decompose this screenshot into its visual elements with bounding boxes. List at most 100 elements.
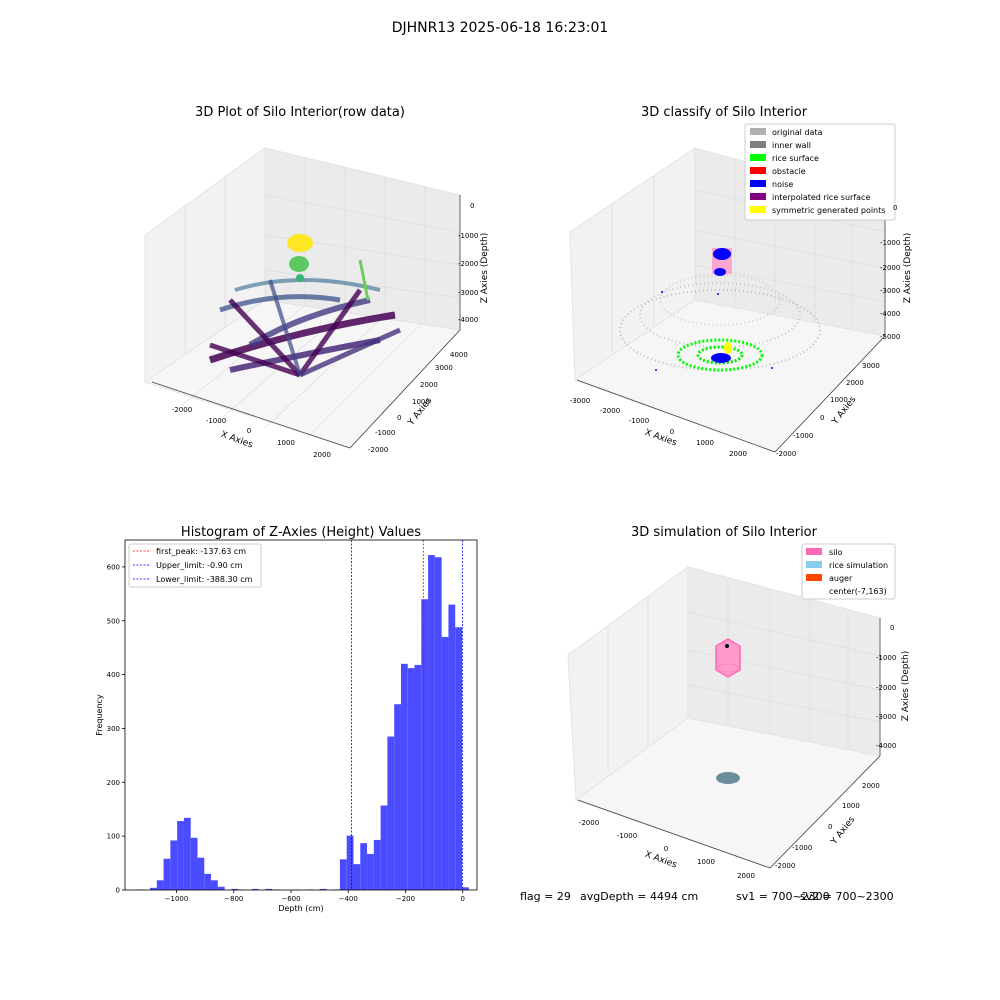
svg-text:-4000: -4000 — [458, 316, 478, 324]
svg-text:3000: 3000 — [435, 364, 453, 372]
svg-text:symmetric generated points: symmetric generated points — [772, 206, 885, 215]
histogram-bar — [339, 859, 347, 890]
legend-swatch — [750, 180, 766, 187]
x-tick-label: −600 — [281, 895, 300, 903]
z-axis-label: Z Axies (Depth) — [480, 233, 490, 304]
histogram-bar — [190, 837, 198, 890]
legend-item: first_peak: -137.63 cm — [133, 547, 246, 556]
y-tick-label: 400 — [107, 671, 120, 679]
legend-item: original data — [750, 128, 823, 137]
histogram-bar — [434, 557, 442, 890]
plot-frame — [124, 539, 478, 891]
svg-text:-4000: -4000 — [880, 310, 900, 318]
histogram-bar — [150, 887, 157, 890]
legend-swatch — [750, 128, 766, 135]
svg-text:0: 0 — [890, 624, 894, 632]
legend-item: Lower_limit: -388.30 cm — [133, 575, 253, 584]
histogram-bar — [217, 886, 225, 890]
y-tick-label: 600 — [107, 563, 120, 571]
svg-text:3000: 3000 — [862, 362, 880, 370]
x-tick-label: −400 — [339, 895, 358, 903]
axes-box — [567, 566, 882, 869]
svg-text:-2000: -2000 — [775, 862, 795, 870]
svg-text:-3000: -3000 — [570, 397, 590, 405]
panel-title: 3D classify of Silo Interior — [641, 105, 808, 120]
legend-swatch — [750, 167, 766, 174]
svg-text:-1000: -1000 — [375, 429, 395, 437]
x-tick-label: −200 — [396, 895, 415, 903]
classified-points — [619, 248, 821, 372]
svg-text:obstacle: obstacle — [772, 167, 806, 176]
sv2-text: sv2 = 700~2300 — [800, 890, 894, 903]
svg-text:-2000: -2000 — [776, 450, 796, 458]
svg-text:-3000: -3000 — [876, 713, 896, 721]
legend-swatch — [750, 206, 766, 213]
svg-text:2000: 2000 — [420, 381, 438, 389]
histogram-bar — [346, 835, 354, 890]
histogram-bar — [177, 821, 184, 890]
histogram-bar — [231, 888, 239, 890]
histogram-bar — [380, 805, 388, 890]
histogram-bar — [367, 853, 374, 890]
svg-text:rice surface: rice surface — [772, 154, 819, 163]
histogram-bar — [400, 663, 408, 890]
panel-raw-3d: 3D Plot of Silo Interior(row data) — [143, 105, 490, 459]
legend: first_peak: -137.63 cm Upper_limit: -0.9… — [128, 543, 262, 588]
panel-histogram: Histogram of Z-Axies (Height) Values −10… — [95, 525, 478, 913]
legend-item: inner wall — [750, 141, 811, 150]
histogram-bar — [360, 843, 368, 890]
svg-text:Lower_limit: -388.30 cm: Lower_limit: -388.30 cm — [156, 575, 253, 584]
svg-text:interpolated rice surface: interpolated rice surface — [772, 193, 870, 202]
histogram-bar — [183, 817, 191, 890]
histogram-bar — [414, 664, 422, 890]
svg-text:2000: 2000 — [737, 872, 755, 880]
histogram-bar — [387, 736, 395, 890]
histogram-bar — [353, 864, 361, 890]
legend-item: center(-7,163) — [829, 587, 887, 596]
svg-text:-5000: -5000 — [880, 333, 900, 341]
svg-text:0: 0 — [820, 414, 824, 422]
svg-text:0: 0 — [664, 845, 668, 853]
svg-text:0: 0 — [670, 428, 674, 436]
svg-text:noise: noise — [772, 180, 793, 189]
panel-title: Histogram of Z-Axies (Height) Values — [181, 525, 421, 540]
histogram-plot: −1000 −800 −600 −400 −200 0 0 100 200 300 400 500 6… — [107, 539, 478, 903]
legend-item: noise — [750, 180, 793, 189]
legend-item: auger — [806, 574, 853, 583]
histogram-bar — [421, 599, 429, 890]
histogram-bar — [211, 880, 218, 890]
svg-text:first_peak: -137.63 cm: first_peak: -137.63 cm — [156, 547, 246, 556]
x-tick-label: 0 — [460, 895, 464, 903]
svg-text:-1000: -1000 — [629, 417, 649, 425]
histogram-bar — [441, 636, 449, 890]
svg-text:4000: 4000 — [450, 351, 468, 359]
svg-text:-1000: -1000 — [206, 417, 226, 425]
axis-ticks: -2000 -1000 0 1000 2000 -2000 -1000 0 10… — [172, 202, 479, 459]
panel-title: 3D simulation of Silo Interior — [631, 525, 818, 540]
svg-text:rice simulation: rice simulation — [829, 561, 888, 570]
histogram-bar — [448, 604, 456, 890]
legend-swatch — [806, 574, 822, 581]
histogram-bar — [251, 888, 259, 890]
avg-depth-text: avgDepth = 4494 cm — [580, 890, 698, 903]
svg-text:-2000: -2000 — [876, 684, 896, 692]
svg-text:2000: 2000 — [846, 379, 864, 387]
y-tick-label: 200 — [107, 779, 120, 787]
status-footer: flag = 29 avgDepth = 4494 cm sv1 = 700~2… — [520, 890, 894, 903]
svg-text:original data: original data — [772, 128, 823, 137]
legend-swatch — [806, 561, 822, 568]
svg-text:-2000: -2000 — [600, 407, 620, 415]
svg-text:-2000: -2000 — [458, 260, 478, 268]
panel-classify-3d: 3D classify of Silo Interior — [569, 105, 913, 458]
histogram-bar — [428, 555, 435, 890]
svg-text:-3000: -3000 — [458, 289, 478, 297]
flag-text: flag = 29 — [520, 890, 571, 903]
legend-item: rice simulation — [806, 561, 888, 570]
svg-text:2000: 2000 — [862, 782, 880, 790]
axis-ticks: -2000 -1000 0 1000 2000 -2000 -1000 0 10… — [579, 624, 897, 880]
svg-text:0: 0 — [247, 427, 251, 435]
legend-item: silo — [806, 548, 843, 557]
svg-text:1000: 1000 — [697, 858, 715, 866]
x-tick-label: −800 — [224, 895, 243, 903]
